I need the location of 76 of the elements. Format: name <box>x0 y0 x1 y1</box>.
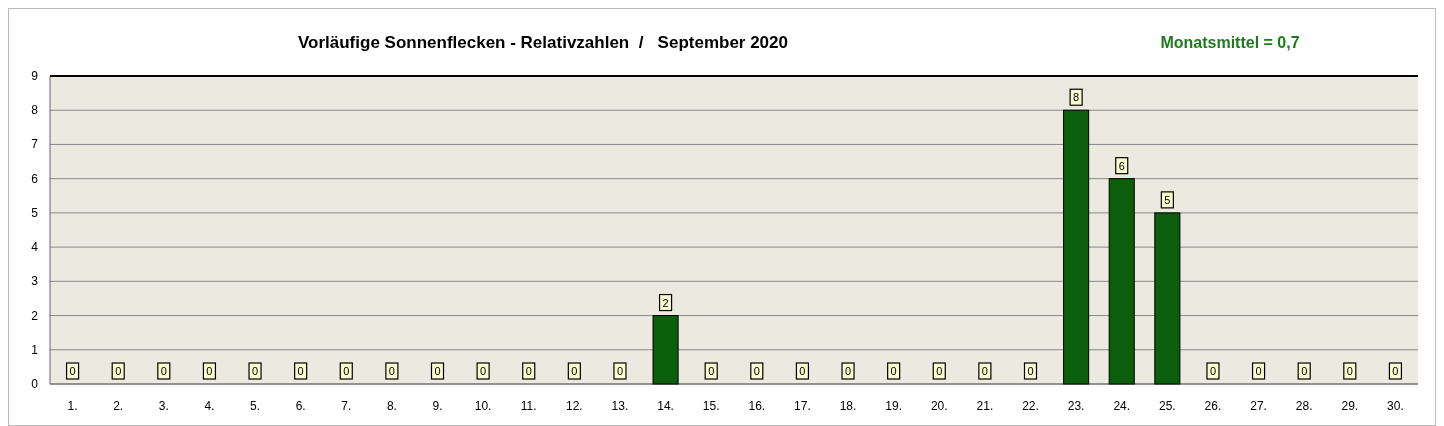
bar <box>1063 109 1090 385</box>
x-tick-label: 28. <box>1295 399 1313 413</box>
y-tick-label: 4 <box>31 240 39 255</box>
data-label: 0 <box>69 365 76 377</box>
y-tick-label: 3 <box>31 274 39 289</box>
data-label: 0 <box>890 365 897 377</box>
text: Monatsmittel = 0,7 <box>1160 34 1300 51</box>
x-tick-label: 15. <box>702 399 720 413</box>
data-label: 0 <box>571 365 578 377</box>
data-label: 0 <box>388 365 395 377</box>
data-label: 5 <box>1164 193 1171 206</box>
data-label: 0 <box>434 365 441 377</box>
x-tick-label: 24. <box>1113 399 1131 413</box>
y-tick-label: 6 <box>31 171 39 186</box>
x-tick-label: 17. <box>794 399 811 413</box>
y-tick-label: 5 <box>31 205 39 220</box>
x-tick-label: 4. <box>204 399 215 413</box>
x-tick-label: 2. <box>113 399 124 413</box>
data-label: 0 <box>343 365 350 377</box>
data-label: 6 <box>1118 159 1125 172</box>
x-tick-label: 1. <box>67 399 78 413</box>
chart-title: Vorläufige Sonnenflecken - Relativzahlen / September 2020 <box>297 33 789 52</box>
x-tick-label: 19. <box>885 399 902 413</box>
x-tick-label: 26. <box>1204 399 1222 413</box>
y-tick-label: 9 <box>31 69 39 83</box>
data-label: 0 <box>297 365 304 377</box>
data-label: 0 <box>251 365 259 377</box>
x-tick-label: 6. <box>295 399 306 413</box>
data-label: 0 <box>708 365 715 377</box>
x-tick-label: 7. <box>341 399 352 413</box>
x-tick-label: 14. <box>657 399 674 413</box>
bar <box>1154 212 1181 385</box>
x-tick-label: 29. <box>1341 399 1359 413</box>
data-label: 0 <box>1392 365 1399 377</box>
data-label: 0 <box>115 365 122 377</box>
data-label: 0 <box>480 365 487 377</box>
bar <box>1108 178 1135 385</box>
data-label: 0 <box>525 365 532 377</box>
x-tick-label: 20. <box>930 399 948 413</box>
x-tick-label: 12. <box>566 399 583 413</box>
data-label: 0 <box>616 365 624 377</box>
x-tick-label: 8. <box>386 399 397 413</box>
x-tick-label: 21. <box>976 399 994 413</box>
x-tick-label: 10. <box>474 399 492 413</box>
data-label: 0 <box>1209 365 1217 377</box>
data-label: 2 <box>662 296 669 309</box>
data-label: 0 <box>160 365 167 377</box>
data-label: 8 <box>1073 91 1080 104</box>
bar <box>652 315 679 385</box>
x-tick-label: 9. <box>432 399 443 413</box>
data-label: 0 <box>981 365 988 377</box>
data-label: 0 <box>206 365 213 377</box>
x-tick-label: 11. <box>520 399 537 413</box>
data-label: 0 <box>753 365 760 377</box>
data-label: 0 <box>844 365 852 377</box>
x-tick-label: 23. <box>1067 399 1085 413</box>
x-tick-label: 3. <box>158 399 169 413</box>
x-tick-label: 22. <box>1022 399 1039 413</box>
y-tick-label: 0 <box>31 377 39 391</box>
y-tick-label: 1 <box>31 342 39 357</box>
x-tick-label: 25. <box>1159 399 1176 413</box>
data-label: 0 <box>1027 365 1034 377</box>
x-tick-label: 18. <box>839 399 857 413</box>
data-label: 0 <box>1255 365 1262 377</box>
y-tick-label: 7 <box>31 137 39 152</box>
y-tick-label: 8 <box>31 103 39 118</box>
data-label: 0 <box>1346 365 1353 377</box>
data-label: 0 <box>799 365 806 377</box>
y-tick-label: 2 <box>31 308 39 323</box>
x-tick-label: 13. <box>611 399 629 413</box>
data-label: 0 <box>936 365 943 377</box>
x-tick-label: 5. <box>250 399 261 413</box>
x-tick-label: 16. <box>748 399 766 413</box>
x-tick-label: 30. <box>1387 399 1404 413</box>
data-label: 0 <box>1301 365 1308 377</box>
x-tick-label: 27. <box>1250 399 1267 413</box>
